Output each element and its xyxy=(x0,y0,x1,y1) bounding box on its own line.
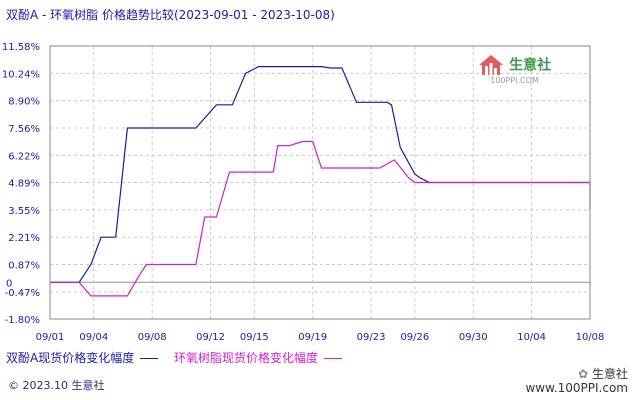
x-tick-label: 09/08 xyxy=(138,332,167,343)
y-tick-label: 2.21% xyxy=(8,233,40,244)
zero-label: 0 xyxy=(6,278,12,289)
y-tick-label: -1.80% xyxy=(5,315,40,326)
footer-brand-url: www.100PPI.com xyxy=(525,381,628,395)
y-tick-label: 10.24% xyxy=(2,69,40,80)
legend-item-epoxy: 环氧树脂现货价格变化幅度 xyxy=(174,349,343,366)
series-lines xyxy=(50,65,591,297)
wechat-icon: ✿ xyxy=(578,367,589,381)
x-tick-label: 10/04 xyxy=(517,332,546,343)
x-tick-label: 09/19 xyxy=(298,332,327,343)
footer-brand: ✿ 生意社 www.100PPI.com xyxy=(525,367,628,395)
series-line-epoxy xyxy=(50,140,590,297)
x-tick-label: 09/12 xyxy=(196,332,225,343)
axis-labels: 11.58% 10.24% 8.90% 7.56% 6.22% 4.89% 3.55% 2.2… xyxy=(2,42,605,343)
x-tick-label: 09/04 xyxy=(79,332,108,343)
plot-frame xyxy=(49,45,591,320)
y-tick-label: 11.58% xyxy=(2,42,40,53)
x-tick-label: 09/26 xyxy=(400,332,429,343)
y-tick-label: 4.89% xyxy=(8,179,40,190)
x-tick-label: 09/30 xyxy=(459,332,488,343)
watermark-url: 100PPI.COM xyxy=(490,76,539,85)
x-tick-label: 10/08 xyxy=(576,332,605,343)
legend-label-epoxy: 环氧树脂现货价格变化幅度 xyxy=(174,351,319,365)
legend-label-bpa: 双酚A现货价格变化幅度 xyxy=(6,351,135,365)
watermark-logo: 生意社 100PPI.COM xyxy=(478,54,551,85)
footer-brand-name: 生意社 xyxy=(591,367,628,381)
x-tick-label: 09/23 xyxy=(357,332,386,343)
series-line-bpa xyxy=(50,65,591,283)
y-tick-label: 3.55% xyxy=(8,206,40,217)
legend-swatch-bpa xyxy=(140,358,159,359)
y-tick-label: 6.22% xyxy=(8,151,40,162)
x-tick-label: 09/15 xyxy=(240,332,269,343)
y-tick-label: 7.56% xyxy=(8,124,40,135)
x-tick-label: 09/01 xyxy=(36,332,65,343)
copyright-text: © 2023.10 生意社 xyxy=(8,379,105,392)
watermark-name: 生意社 xyxy=(509,57,552,74)
chart-title: 双酚A - 环氧树脂 价格趋势比较(2023-09-01 - 2023-10-0… xyxy=(6,7,335,22)
legend-item-bpa: 双酚A现货价格变化幅度 xyxy=(6,349,159,366)
y-tick-label: 0.87% xyxy=(8,261,40,272)
legend-swatch-epoxy xyxy=(324,358,343,359)
legend: 双酚A现货价格变化幅度 环氧树脂现货价格变化幅度 xyxy=(6,349,354,366)
grid-lines xyxy=(50,46,590,319)
y-tick-label: -0.47% xyxy=(5,288,40,299)
house-logo-icon xyxy=(479,55,503,75)
y-tick-label: 8.90% xyxy=(8,97,40,108)
